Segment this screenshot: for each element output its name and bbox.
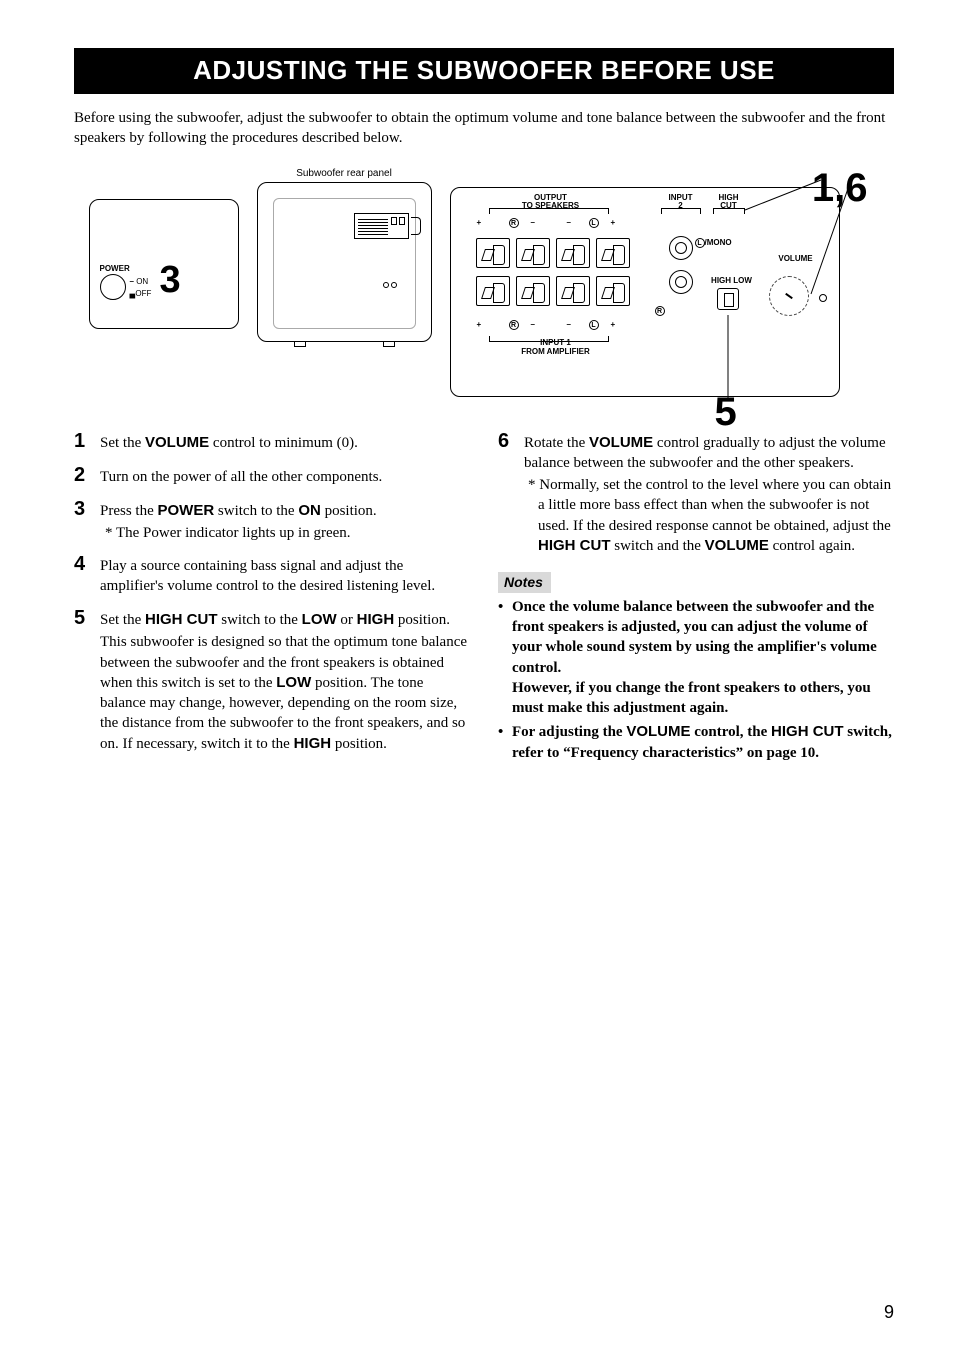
left-column: 1Set the VOLUME control to minimum (0).2… [74,431,470,767]
right-column: 6Rotate the VOLUME control gradually to … [498,431,894,767]
step-body: Play a source containing bass signal and… [100,554,470,599]
step-sub-text: * The Power indicator lights up in green… [114,523,377,543]
center-caption: Subwoofer rear panel [257,167,432,181]
step-body: Set the HIGH CUT switch to the LOW or HI… [100,608,470,754]
step-sub-text: * Normally, set the control to the level… [538,475,894,556]
step-item: 4Play a source containing bass signal an… [74,554,470,599]
note-item: •Once the volume balance between the sub… [498,597,894,719]
power-button [100,274,126,300]
step-main-text: Rotate the VOLUME control gradually to a… [524,433,894,474]
step-item: 5Set the HIGH CUT switch to the LOW or H… [74,608,470,754]
step-main-text: Turn on the power of all the other compo… [100,467,382,487]
step-body: Set the VOLUME control to minimum (0). [100,431,358,455]
power-label: POWER [100,264,130,275]
step-main-text: Set the VOLUME control to minimum (0). [100,433,358,453]
off-label: OFF [135,289,151,298]
step-number: 1 [74,431,100,455]
step-number: 2 [74,465,100,489]
steps-right-list: 6Rotate the VOLUME control gradually to … [498,431,894,557]
note-item: •For adjusting the VOLUME control, the H… [498,722,894,763]
note-text: For adjusting the VOLUME control, the HI… [512,722,894,763]
intro-paragraph: Before using the subwoofer, adjust the s… [74,108,894,149]
note-text: Once the volume balance between the subw… [512,597,894,719]
step-ref-3: 3 [160,255,181,306]
notes-list: •Once the volume balance between the sub… [498,597,894,763]
step-number: 3 [74,499,100,544]
step-main-text: Set the HIGH CUT switch to the LOW or HI… [100,610,470,630]
callout-line-5 [450,167,880,427]
step-item: 2Turn on the power of all the other comp… [74,465,470,489]
rear-panel-outline [257,182,432,342]
rear-screws [381,278,401,292]
page-title: ADJUSTING THE SUBWOOFER BEFORE USE [74,48,894,94]
step-number: 6 [498,431,524,557]
step-continuation: This subwoofer is designed so that the o… [100,632,470,754]
step-item: 1Set the VOLUME control to minimum (0). [74,431,470,455]
power-panel: POWER – ON ▄ OFF 3 [89,199,239,329]
step-body: Turn on the power of all the other compo… [100,465,382,489]
step-body: Press the POWER switch to the ON positio… [100,499,377,544]
rear-connector-block [354,213,409,239]
content-columns: 1Set the VOLUME control to minimum (0).2… [74,431,894,767]
step-item: 6Rotate the VOLUME control gradually to … [498,431,894,557]
steps-left-list: 1Set the VOLUME control to minimum (0).2… [74,431,470,754]
step-number: 4 [74,554,100,599]
bullet-icon: • [498,597,512,719]
step-number: 5 [74,608,100,754]
step-body: Rotate the VOLUME control gradually to a… [524,431,894,557]
diagram-row: POWER – ON ▄ OFF 3 Subwoofer rear panel … [74,167,894,397]
step-item: 3Press the POWER switch to the ON positi… [74,499,470,544]
step-main-text: Press the POWER switch to the ON positio… [100,501,377,521]
on-label: ON [136,277,148,286]
notes-header: Notes [498,572,551,593]
step-main-text: Play a source containing bass signal and… [100,556,470,597]
page-number: 9 [884,1300,894,1324]
on-off-labels: – ON ▄ OFF [130,276,152,300]
bullet-icon: • [498,722,512,763]
